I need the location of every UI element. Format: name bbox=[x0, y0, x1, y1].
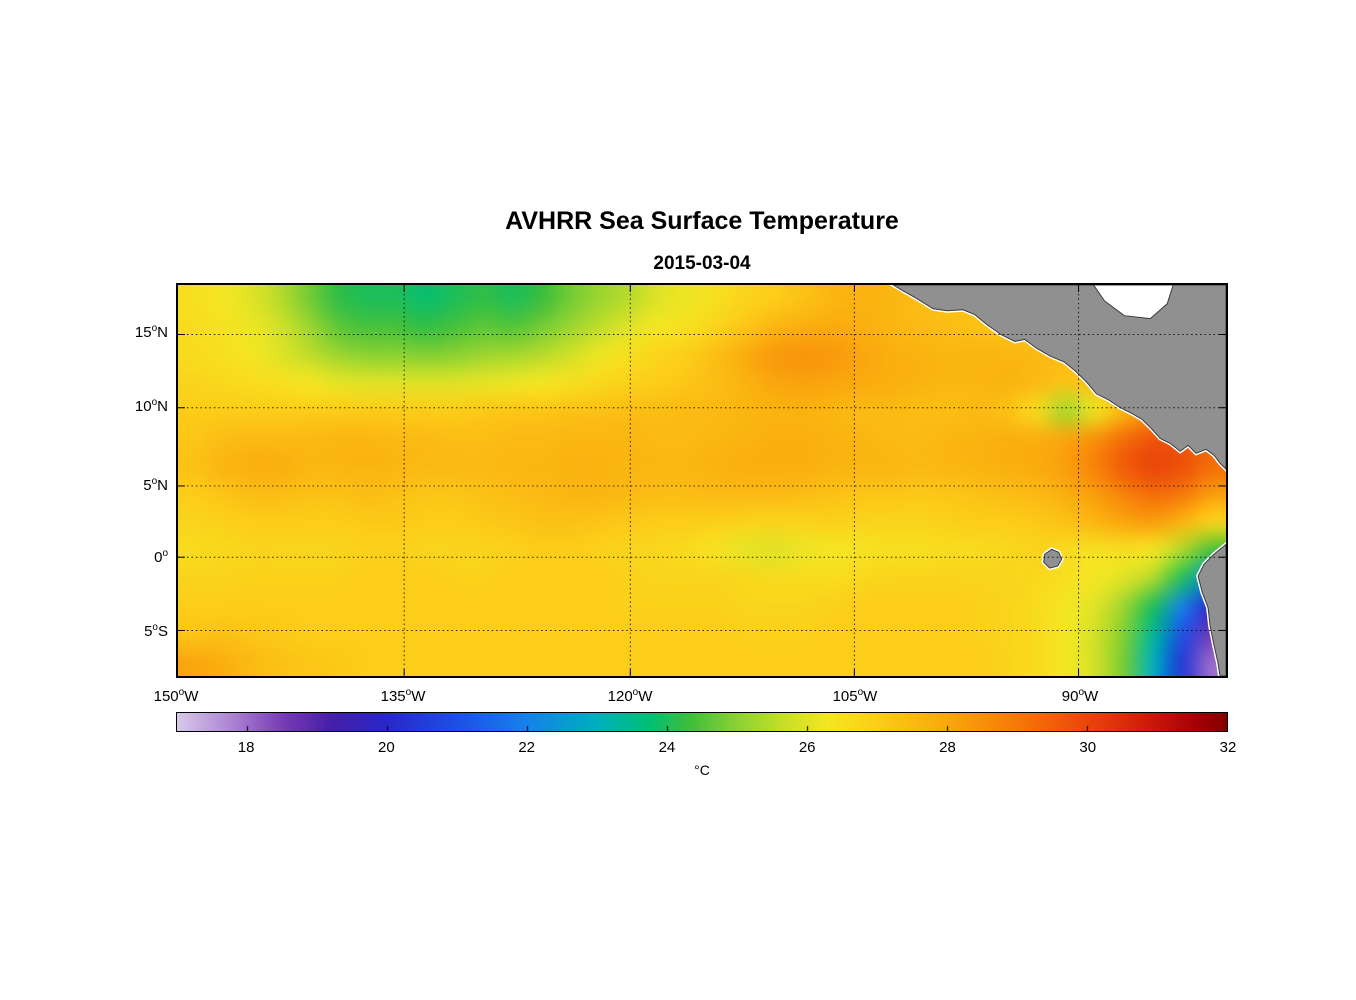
colorbar-tick-label: 28 bbox=[939, 739, 956, 756]
colorbar-tick-label: 30 bbox=[1079, 739, 1097, 756]
colorbar-tick-label: 22 bbox=[518, 739, 535, 756]
central-america-landmass bbox=[892, 285, 1226, 470]
degree-symbol: o bbox=[151, 475, 158, 487]
colorbar-tick-label: 26 bbox=[798, 739, 816, 756]
lat-tick-label: 5oS bbox=[144, 621, 168, 640]
lon-tick-label: 150oW bbox=[153, 687, 199, 706]
galapagos-landmass bbox=[1043, 548, 1063, 569]
page-title: AVHRR Sea Surface Temperature bbox=[505, 207, 899, 235]
degree-symbol: o bbox=[178, 687, 185, 698]
colorbar-tick-label: 18 bbox=[237, 739, 255, 756]
sst-map-plot bbox=[176, 283, 1228, 678]
map-overlay bbox=[178, 285, 1226, 676]
lon-tick-label: 105oW bbox=[832, 687, 878, 706]
colorbar-tick-label: 32 bbox=[1219, 739, 1237, 756]
degree-symbol: o bbox=[857, 687, 864, 698]
colorbar bbox=[176, 712, 1228, 732]
lon-tick-label: 120oW bbox=[607, 687, 653, 706]
degree-symbol: o bbox=[405, 687, 412, 698]
caribbean-white-notch bbox=[1092, 285, 1174, 320]
degree-symbol: o bbox=[1078, 687, 1084, 698]
colorbar-tick-label: 24 bbox=[658, 739, 676, 756]
degree-symbol: o bbox=[152, 621, 158, 633]
colorbar-unit-label: °C bbox=[694, 762, 710, 778]
colorbar-gradient bbox=[177, 713, 1227, 731]
lat-tick-label: 15oN bbox=[134, 323, 168, 342]
lon-tick-label: 135oW bbox=[380, 687, 426, 706]
colorbar-tick-label: 20 bbox=[378, 739, 395, 756]
degree-symbol: o bbox=[151, 396, 158, 408]
degree-symbol: o bbox=[151, 323, 158, 334]
lat-tick-label: 5oN bbox=[143, 475, 168, 494]
south-america-landmass bbox=[1197, 543, 1226, 676]
lat-tick-label: 0o bbox=[154, 547, 168, 566]
degree-symbol: o bbox=[632, 687, 639, 698]
degree-symbol: o bbox=[162, 547, 168, 559]
lat-tick-label: 10oN bbox=[134, 396, 168, 415]
lon-tick-label: 90oW bbox=[1061, 687, 1099, 706]
chart-date: 2015-03-04 bbox=[653, 253, 751, 274]
